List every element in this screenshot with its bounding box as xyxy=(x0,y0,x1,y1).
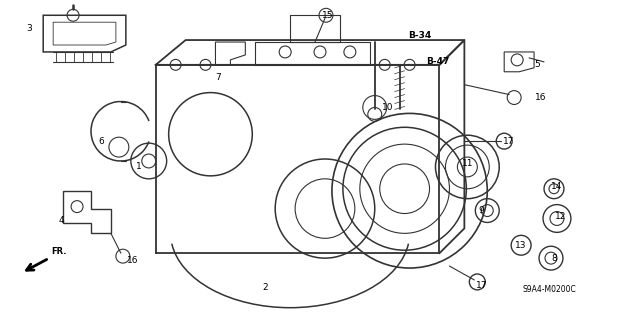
Text: 17: 17 xyxy=(504,137,515,146)
Text: 14: 14 xyxy=(551,182,563,191)
Text: 7: 7 xyxy=(216,73,221,82)
Text: 1: 1 xyxy=(136,162,141,171)
Text: 13: 13 xyxy=(515,241,527,250)
Text: 9: 9 xyxy=(479,206,484,215)
Text: B-34: B-34 xyxy=(408,31,431,40)
Text: S9A4-M0200C: S9A4-M0200C xyxy=(522,286,576,294)
Text: B-47: B-47 xyxy=(426,57,449,66)
Text: 8: 8 xyxy=(551,254,557,263)
Text: 12: 12 xyxy=(556,212,566,221)
Text: 11: 11 xyxy=(461,160,473,168)
Text: 5: 5 xyxy=(534,60,540,69)
Text: 15: 15 xyxy=(322,11,333,20)
Text: 6: 6 xyxy=(98,137,104,146)
Text: 4: 4 xyxy=(58,216,64,225)
Text: 2: 2 xyxy=(262,283,268,293)
Text: 17: 17 xyxy=(476,281,487,290)
Text: 10: 10 xyxy=(382,103,394,112)
Text: FR.: FR. xyxy=(51,247,67,256)
Text: 16: 16 xyxy=(535,93,547,102)
Text: 3: 3 xyxy=(26,24,32,33)
Text: 16: 16 xyxy=(127,256,139,265)
